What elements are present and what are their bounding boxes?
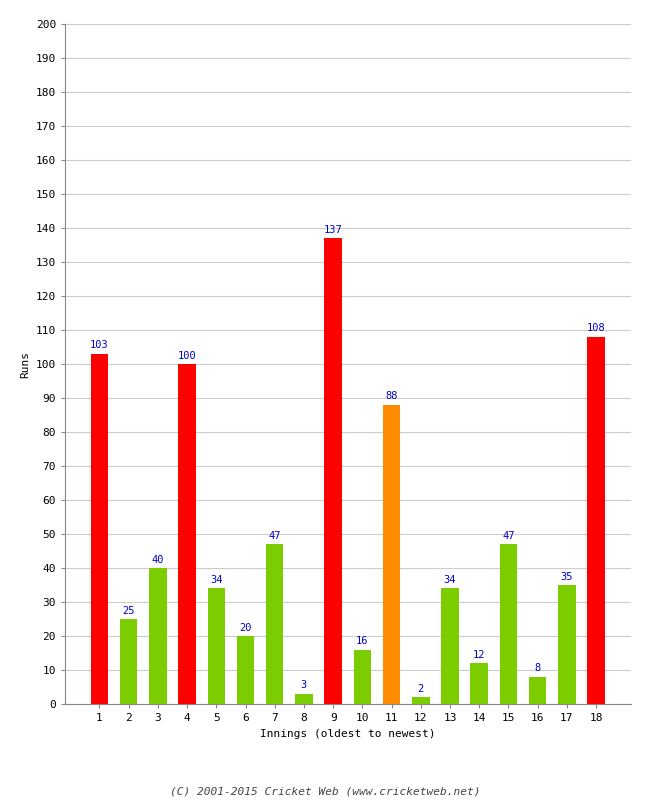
Bar xyxy=(91,354,109,704)
Text: 20: 20 xyxy=(239,622,252,633)
Text: 88: 88 xyxy=(385,391,398,402)
Text: 12: 12 xyxy=(473,650,486,660)
Text: 100: 100 xyxy=(177,350,196,361)
Text: 25: 25 xyxy=(122,606,135,616)
Bar xyxy=(500,544,517,704)
Bar xyxy=(354,650,371,704)
Y-axis label: Runs: Runs xyxy=(20,350,30,378)
Text: 47: 47 xyxy=(268,531,281,541)
Bar xyxy=(412,697,430,704)
Bar xyxy=(178,364,196,704)
Text: 3: 3 xyxy=(301,680,307,690)
Text: 47: 47 xyxy=(502,531,515,541)
Text: (C) 2001-2015 Cricket Web (www.cricketweb.net): (C) 2001-2015 Cricket Web (www.cricketwe… xyxy=(170,786,480,796)
Bar xyxy=(237,636,254,704)
Text: 103: 103 xyxy=(90,341,109,350)
Text: 40: 40 xyxy=(151,554,164,565)
Bar xyxy=(558,585,576,704)
Text: 2: 2 xyxy=(418,684,424,694)
Bar xyxy=(471,663,488,704)
Bar xyxy=(324,238,342,704)
Text: 16: 16 xyxy=(356,636,369,646)
Bar xyxy=(441,589,459,704)
Bar xyxy=(120,619,137,704)
Bar xyxy=(529,677,547,704)
Bar xyxy=(587,337,605,704)
Bar xyxy=(295,694,313,704)
Text: 8: 8 xyxy=(534,663,541,674)
Text: 34: 34 xyxy=(444,575,456,585)
Text: 34: 34 xyxy=(210,575,222,585)
Bar xyxy=(207,589,225,704)
Text: 35: 35 xyxy=(560,571,573,582)
Bar xyxy=(266,544,283,704)
Bar xyxy=(149,568,166,704)
Text: 108: 108 xyxy=(587,323,605,334)
X-axis label: Innings (oldest to newest): Innings (oldest to newest) xyxy=(260,729,436,738)
Bar xyxy=(383,405,400,704)
Text: 137: 137 xyxy=(324,225,343,235)
